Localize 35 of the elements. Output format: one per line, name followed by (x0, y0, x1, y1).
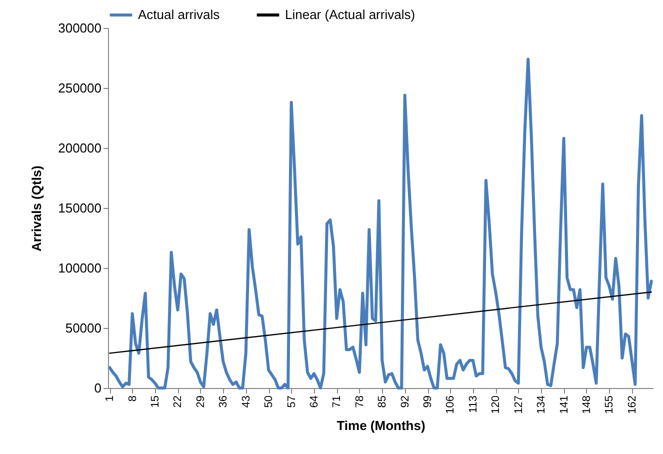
x-tick-label: 127 (512, 396, 525, 414)
legend-label: Linear (Actual arrivals) (285, 7, 416, 22)
x-tick-label: 71 (331, 396, 344, 408)
y-tick-label: 200000 (58, 140, 102, 156)
x-tick-label: 57 (286, 396, 298, 408)
y-tick-label: 300000 (58, 20, 102, 36)
x-tick-label: 78 (354, 396, 366, 408)
x-axis-title: Time (Months) (336, 418, 426, 433)
x-tick-label: 113 (467, 396, 480, 414)
x-tick-label: 141 (558, 396, 570, 414)
x-tick-label: 155 (604, 396, 616, 414)
legend-label: Actual arrivals (138, 7, 220, 22)
x-tick-label: 134 (536, 396, 548, 414)
x-tick-label: 36 (218, 396, 230, 408)
x-tick-label: 50 (263, 396, 276, 408)
x-tick-label: 43 (240, 396, 252, 408)
x-tick-label: 162 (626, 396, 638, 414)
x-tick-label: 22 (172, 396, 184, 408)
y-tick-label: 50000 (65, 320, 102, 336)
x-tick-label: 148 (580, 396, 593, 414)
y-axis-title: Arrivals (Qtls) (29, 166, 44, 252)
x-tick-label: 99 (422, 396, 434, 408)
x-tick-label: 8 (126, 396, 139, 402)
x-tick-label: 106 (444, 396, 457, 414)
x-tick-label: 120 (490, 396, 502, 414)
x-tick-label: 15 (150, 396, 162, 408)
x-tick-label: 29 (194, 396, 207, 408)
x-tick-label: 64 (308, 396, 320, 408)
y-tick-label: 100000 (58, 260, 102, 276)
x-tick-label: 1 (104, 396, 116, 402)
x-tick-label: 92 (399, 396, 412, 408)
y-tick-label: 150000 (58, 200, 102, 216)
y-tick-label: 0 (94, 380, 102, 396)
y-tick-label: 250000 (58, 80, 102, 96)
x-tick-label: 85 (376, 396, 389, 408)
